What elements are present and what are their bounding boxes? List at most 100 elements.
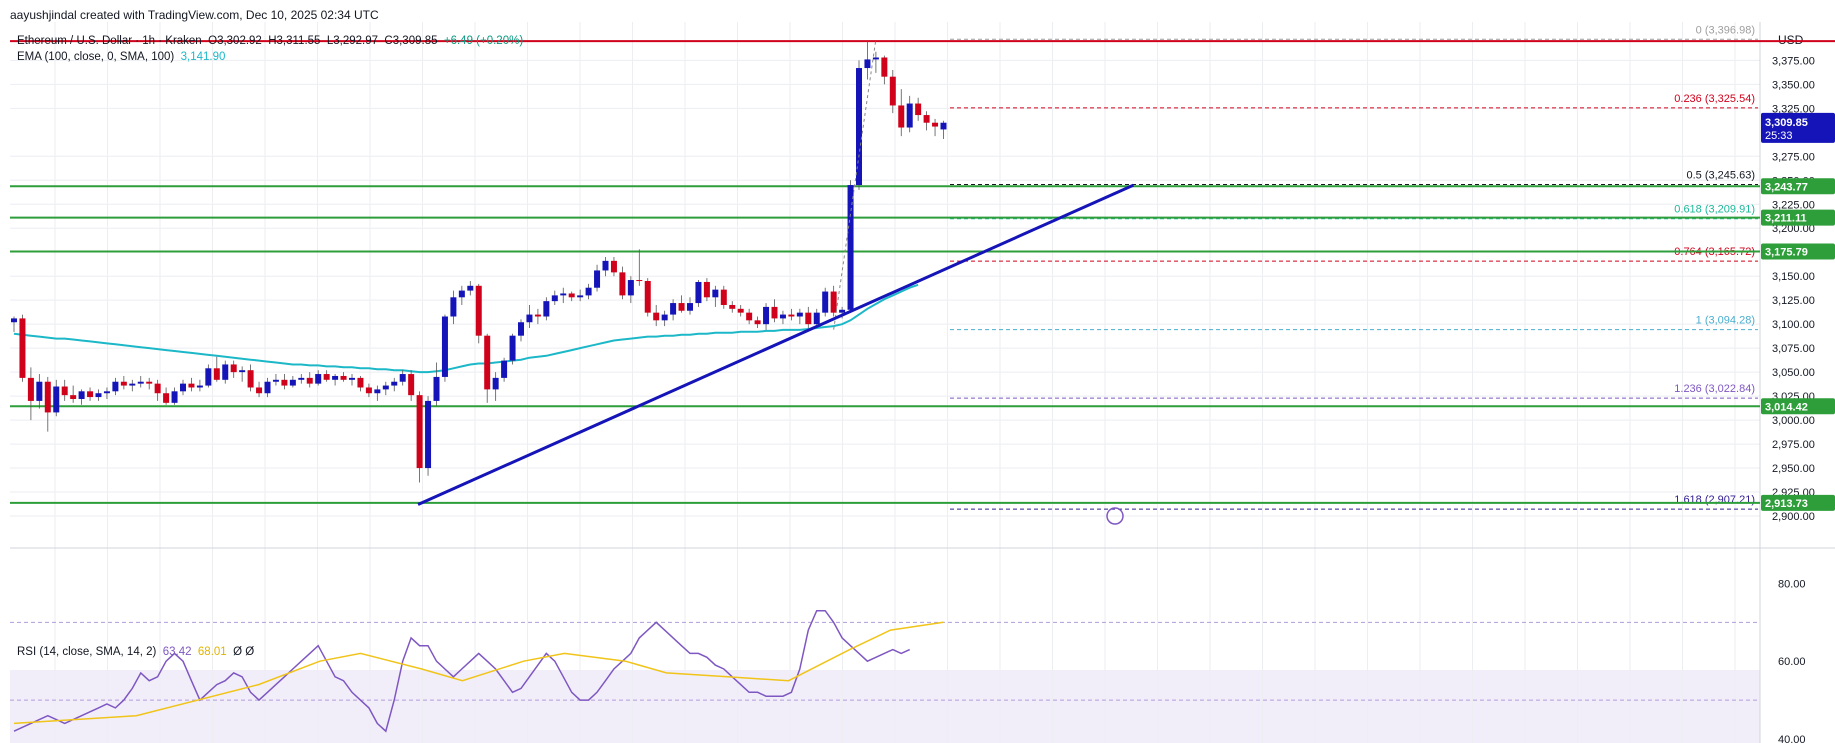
candle-body	[543, 301, 550, 317]
candle-body	[382, 385, 389, 390]
candle-body	[864, 59, 871, 69]
candle-body	[19, 318, 26, 378]
rsi-band-background	[10, 670, 1760, 743]
candle-body	[213, 368, 220, 380]
candle-body	[365, 387, 372, 394]
candle-body	[264, 381, 271, 394]
candle-body	[602, 260, 609, 271]
price-tick-label: 3,100.00	[1772, 319, 1815, 331]
trendline	[417, 183, 1135, 506]
candle-body	[315, 374, 322, 384]
candle-body	[349, 377, 355, 380]
candle-body	[475, 285, 482, 336]
rsi-tick-label: 60.00	[1778, 656, 1806, 668]
fib-level-label: 0.5 (3,245.63)	[1687, 169, 1756, 181]
fib-level-label: 0 (3,396.98)	[1696, 24, 1755, 36]
rsi-tick-label: 80.00	[1778, 578, 1806, 590]
candle-body	[87, 391, 94, 398]
candle-body	[289, 379, 296, 386]
high-label: H	[268, 35, 277, 47]
candle-body	[856, 68, 862, 186]
rsi-value: 63.42	[162, 646, 192, 658]
ema-legend: EMA (100, close, 0, SMA, 100) 3,141.90	[17, 51, 225, 63]
support-price-label: 3,243.77	[1765, 181, 1808, 193]
fib-level-label: 0.236 (3,325.54)	[1674, 93, 1755, 105]
price-tick-label: 3,000.00	[1772, 415, 1815, 427]
last-price-label: 3,309.85	[1765, 117, 1808, 129]
candle-body	[796, 312, 803, 317]
candle-body	[61, 386, 68, 396]
candle-body	[636, 280, 643, 282]
candle-body	[881, 57, 888, 77]
candle-body	[518, 322, 524, 336]
price-tick-label: 3,050.00	[1772, 367, 1815, 379]
candle-body	[36, 381, 43, 401]
low-label: L	[326, 35, 334, 47]
candle-body	[839, 309, 846, 313]
candle-body	[509, 335, 516, 361]
candle-body	[653, 312, 660, 321]
price-tick-label: 3,075.00	[1772, 343, 1815, 355]
candle-body	[467, 285, 474, 291]
support-price-tag	[1761, 398, 1835, 415]
candle-body	[11, 318, 17, 323]
support-price-label: 2,913.73	[1765, 498, 1808, 510]
candle-body	[239, 370, 246, 373]
candle-body	[805, 312, 812, 325]
currency-label: USD	[1778, 33, 1804, 47]
candle-body	[644, 281, 651, 313]
candle-body	[188, 383, 195, 388]
candles	[11, 41, 947, 483]
price-tick-label: 3,375.00	[1772, 55, 1815, 67]
bar-countdown: 25:33	[1765, 130, 1793, 142]
candle-body	[247, 370, 254, 388]
chart-credit: aayushjindal created with TradingView.co…	[10, 8, 379, 22]
candle-body	[391, 381, 398, 386]
candle-body	[534, 314, 541, 317]
candle-body	[230, 364, 237, 373]
price-tick-label: 2,975.00	[1772, 439, 1815, 451]
candle-body	[154, 383, 161, 394]
candle-body	[627, 280, 634, 296]
candle-body	[687, 303, 693, 311]
candle-body	[146, 381, 153, 384]
symbol-name: Ethereum / U.S. Dollar · 1h · Kraken	[17, 35, 202, 47]
price-tick-label: 3,150.00	[1772, 271, 1815, 283]
candle-body	[433, 376, 440, 401]
candle-body	[416, 395, 423, 469]
candle-body	[281, 379, 288, 386]
candle-body	[441, 316, 448, 377]
candle-body	[103, 391, 110, 394]
fib-level-label: 1.236 (3,022.84)	[1674, 383, 1755, 395]
candle-body	[256, 387, 263, 394]
candle-body	[746, 312, 753, 321]
candle-body	[923, 115, 930, 123]
fib-level-label: 1 (3,094.28)	[1696, 315, 1755, 327]
candle-body	[847, 185, 854, 310]
fib-level-label: 1.618 (2,907.21)	[1674, 494, 1755, 506]
candle-body	[813, 312, 820, 325]
rsi-legend: RSI (14, close, SMA, 14, 2) 63.42 68.01 …	[17, 646, 254, 658]
candle-body	[703, 281, 710, 298]
candle-body	[610, 260, 617, 273]
open-value: 3,302.92	[217, 35, 262, 47]
price-tick-label: 3,325.00	[1772, 103, 1815, 115]
rsi-ma-line	[13, 621, 944, 725]
candle-body	[577, 295, 584, 298]
candle-body	[484, 335, 491, 390]
rsi-extra: Ø Ø	[233, 646, 255, 658]
support-price-label: 3,175.79	[1765, 246, 1808, 258]
price-tick-label: 2,950.00	[1772, 463, 1815, 475]
candle-body	[171, 391, 178, 403]
candle-body	[323, 374, 330, 380]
price-tick-label: 3,275.00	[1772, 151, 1815, 163]
price-change: +6.49 (+0.20%)	[443, 35, 524, 47]
support-price-tag	[1761, 494, 1835, 511]
rsi-label: RSI (14, close, SMA, 14, 2)	[17, 646, 157, 658]
candle-body	[120, 381, 127, 386]
price-tick-label: 3,125.00	[1772, 295, 1815, 307]
low-value: 3,292.97	[333, 35, 379, 47]
candle-body	[822, 291, 829, 313]
candle-body	[729, 304, 736, 309]
